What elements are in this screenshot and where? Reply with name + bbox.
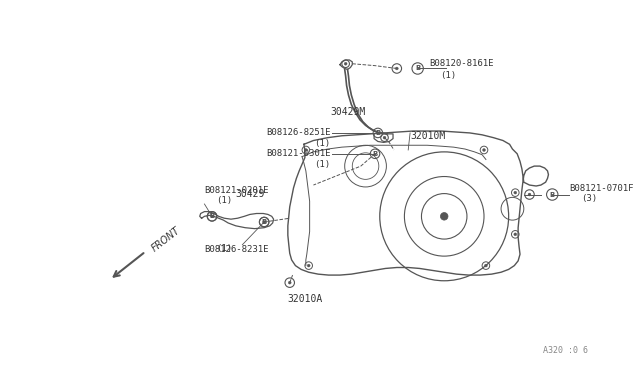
Text: (1): (1)	[314, 139, 330, 148]
Circle shape	[396, 67, 398, 70]
Text: (1): (1)	[216, 196, 232, 205]
Circle shape	[344, 62, 347, 65]
Text: B: B	[550, 192, 555, 198]
Text: FRONT: FRONT	[150, 225, 182, 253]
Text: B08126-8251E: B08126-8251E	[266, 128, 330, 137]
Text: 30429M: 30429M	[330, 107, 365, 117]
Circle shape	[483, 148, 485, 151]
Text: B08126-8231E: B08126-8231E	[204, 245, 269, 254]
Text: (1): (1)	[440, 71, 456, 80]
Text: (1): (1)	[314, 160, 330, 169]
Circle shape	[211, 215, 214, 218]
Text: B08121-0701F: B08121-0701F	[570, 184, 634, 193]
Circle shape	[263, 221, 266, 224]
Circle shape	[484, 264, 487, 267]
Circle shape	[288, 281, 291, 284]
Text: 30429: 30429	[236, 189, 265, 199]
Text: 32010M: 32010M	[410, 131, 445, 141]
Text: B: B	[375, 130, 381, 136]
Text: A320 :0 6: A320 :0 6	[543, 346, 588, 355]
Text: B: B	[262, 219, 267, 225]
Circle shape	[307, 264, 310, 267]
Circle shape	[514, 233, 516, 236]
Text: B08121-0301E: B08121-0301E	[266, 149, 330, 158]
Text: (3): (3)	[580, 194, 596, 203]
Text: (1): (1)	[216, 244, 232, 253]
Text: B08120-8161E: B08120-8161E	[429, 59, 493, 68]
Circle shape	[305, 148, 307, 151]
Text: B: B	[372, 151, 378, 157]
Text: 32010A: 32010A	[287, 294, 322, 304]
Circle shape	[514, 191, 516, 194]
Text: B: B	[209, 213, 214, 219]
Circle shape	[383, 136, 386, 139]
Circle shape	[440, 212, 448, 220]
Text: B08121-0201E: B08121-0201E	[204, 186, 269, 195]
Circle shape	[528, 193, 531, 196]
Text: B: B	[415, 65, 420, 71]
